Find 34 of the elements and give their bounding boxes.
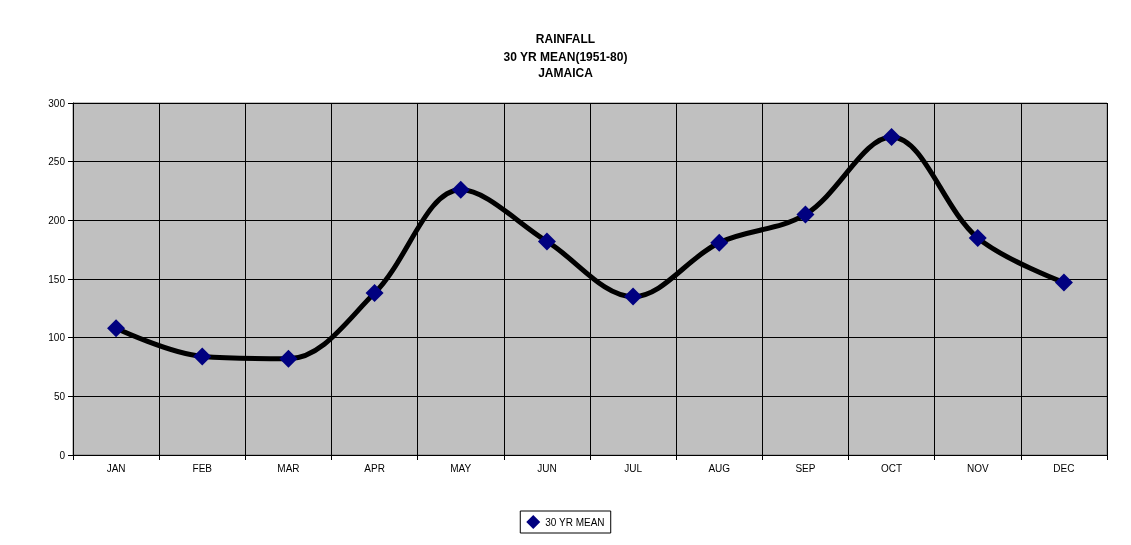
point <box>624 287 643 306</box>
point <box>537 232 556 251</box>
y-tick-label: 100 <box>48 332 66 344</box>
point <box>107 319 126 338</box>
x-tick-label: SEP <box>795 462 816 474</box>
y-tick-label: 300 <box>48 97 66 109</box>
y-tick-label: 50 <box>53 390 66 402</box>
point <box>365 284 384 303</box>
x-tick-label: DEC <box>1053 462 1075 474</box>
x-tick-label: JUL <box>624 462 643 474</box>
point <box>796 205 815 224</box>
x-tick-label: JAN <box>106 462 126 474</box>
x-tick-label: MAR <box>277 462 300 474</box>
chart-subtitle: 30 YR MEAN(1951-80) JAMAICA <box>503 50 628 80</box>
point <box>279 349 298 368</box>
point <box>451 180 470 199</box>
x-tick-label: OCT <box>881 462 903 474</box>
y-tick-label: 200 <box>48 214 66 226</box>
point <box>193 347 212 366</box>
x-tick-label: NOV <box>966 462 989 474</box>
x-tick-label: AUG <box>708 462 731 474</box>
point <box>1054 273 1073 292</box>
point <box>882 128 901 147</box>
y-tick-label: 0 <box>59 449 66 461</box>
x-tick-label: MAY <box>450 462 472 474</box>
x-tick-label: FEB <box>192 462 213 474</box>
x-tick-label: JUN <box>537 462 557 474</box>
y-tick-label: 150 <box>48 273 66 285</box>
point <box>710 233 729 252</box>
chart-title: RAINFALL <box>535 32 596 46</box>
y-tick-label: 250 <box>48 156 66 168</box>
x-tick-label: APR <box>364 462 385 474</box>
legend-label: 30 YR MEAN <box>545 516 605 528</box>
point <box>968 228 987 247</box>
